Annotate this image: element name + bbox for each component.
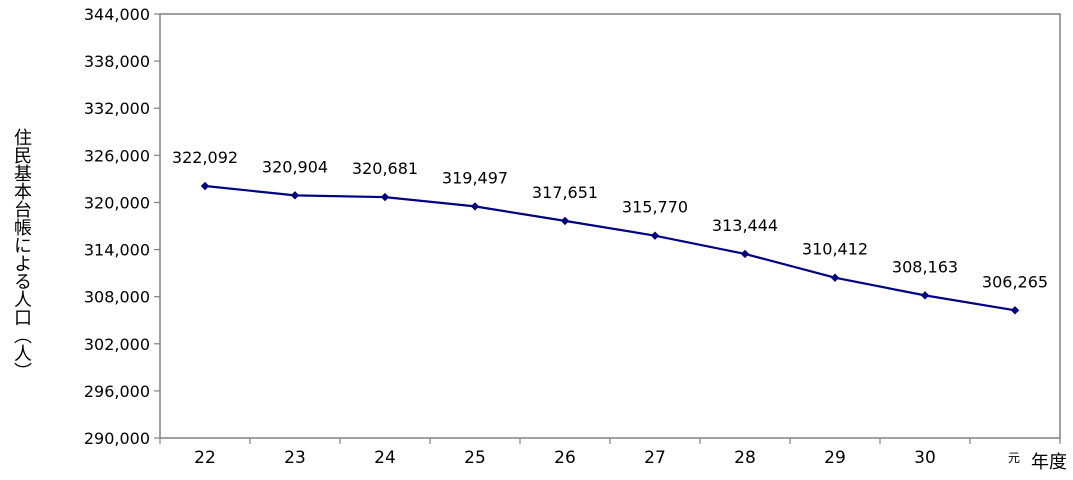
data-point-marker xyxy=(1010,306,1020,315)
y-tick-label: 332,000 xyxy=(84,99,150,118)
data-point-marker xyxy=(650,231,660,240)
x-axis: 22 23 24 25 26 27 28 29 30 元 xyxy=(159,438,1061,468)
y-tick-label: 296,000 xyxy=(84,382,150,401)
data-label: 315,770 xyxy=(622,198,688,217)
data-label: 310,412 xyxy=(802,240,868,259)
data-point-marker xyxy=(470,202,480,211)
data-label: 317,651 xyxy=(532,183,598,202)
data-label: 320,681 xyxy=(352,159,418,178)
data-point-marker xyxy=(830,273,840,282)
x-tick-label: 26 xyxy=(554,448,576,468)
data-label: 308,163 xyxy=(892,257,958,276)
data-point-marker xyxy=(920,291,930,300)
y-tick-label: 344,000 xyxy=(84,5,150,24)
y-tick-label: 290,000 xyxy=(84,429,150,448)
x-tick-label: 25 xyxy=(464,448,486,468)
x-tick-label: 27 xyxy=(644,448,666,468)
data-label: 313,444 xyxy=(712,216,778,235)
data-label: 322,092 xyxy=(172,148,238,167)
data-label: 320,904 xyxy=(262,157,328,176)
y-axis: 290,000 296,000 302,000 308,000 314,000 320,0… xyxy=(84,5,160,448)
x-axis-unit-label: 年度 xyxy=(1031,452,1067,473)
x-tick-label: 29 xyxy=(824,448,846,468)
y-tick-label: 320,000 xyxy=(84,193,150,212)
x-tick-label: 元 xyxy=(1008,451,1020,465)
data-point-marker xyxy=(740,249,750,259)
x-tick-label: 24 xyxy=(374,448,396,468)
x-tick-label: 23 xyxy=(284,448,306,468)
data-label: 319,497 xyxy=(442,168,508,187)
y-tick-label: 308,000 xyxy=(84,288,150,307)
x-tick-label: 28 xyxy=(734,448,756,468)
plot-area xyxy=(159,13,1061,439)
y-axis-title: 住民基本台帳による人口（人） xyxy=(11,128,32,380)
x-tick-label: 30 xyxy=(914,448,936,468)
data-point-marker xyxy=(560,216,570,226)
series-line: 322,092 320,904 320,681 319,497 317,651 315,7… xyxy=(172,148,1048,315)
y-tick-label: 302,000 xyxy=(84,335,150,354)
y-tick-label: 338,000 xyxy=(84,52,150,71)
y-tick-label: 314,000 xyxy=(84,241,150,260)
data-point-marker xyxy=(290,191,300,200)
y-tick-label: 326,000 xyxy=(84,146,150,165)
data-point-marker xyxy=(380,192,390,202)
x-tick-label: 22 xyxy=(194,448,216,468)
data-point-marker xyxy=(200,181,210,191)
data-label: 306,265 xyxy=(982,272,1048,291)
series-line-path xyxy=(204,184,1016,312)
